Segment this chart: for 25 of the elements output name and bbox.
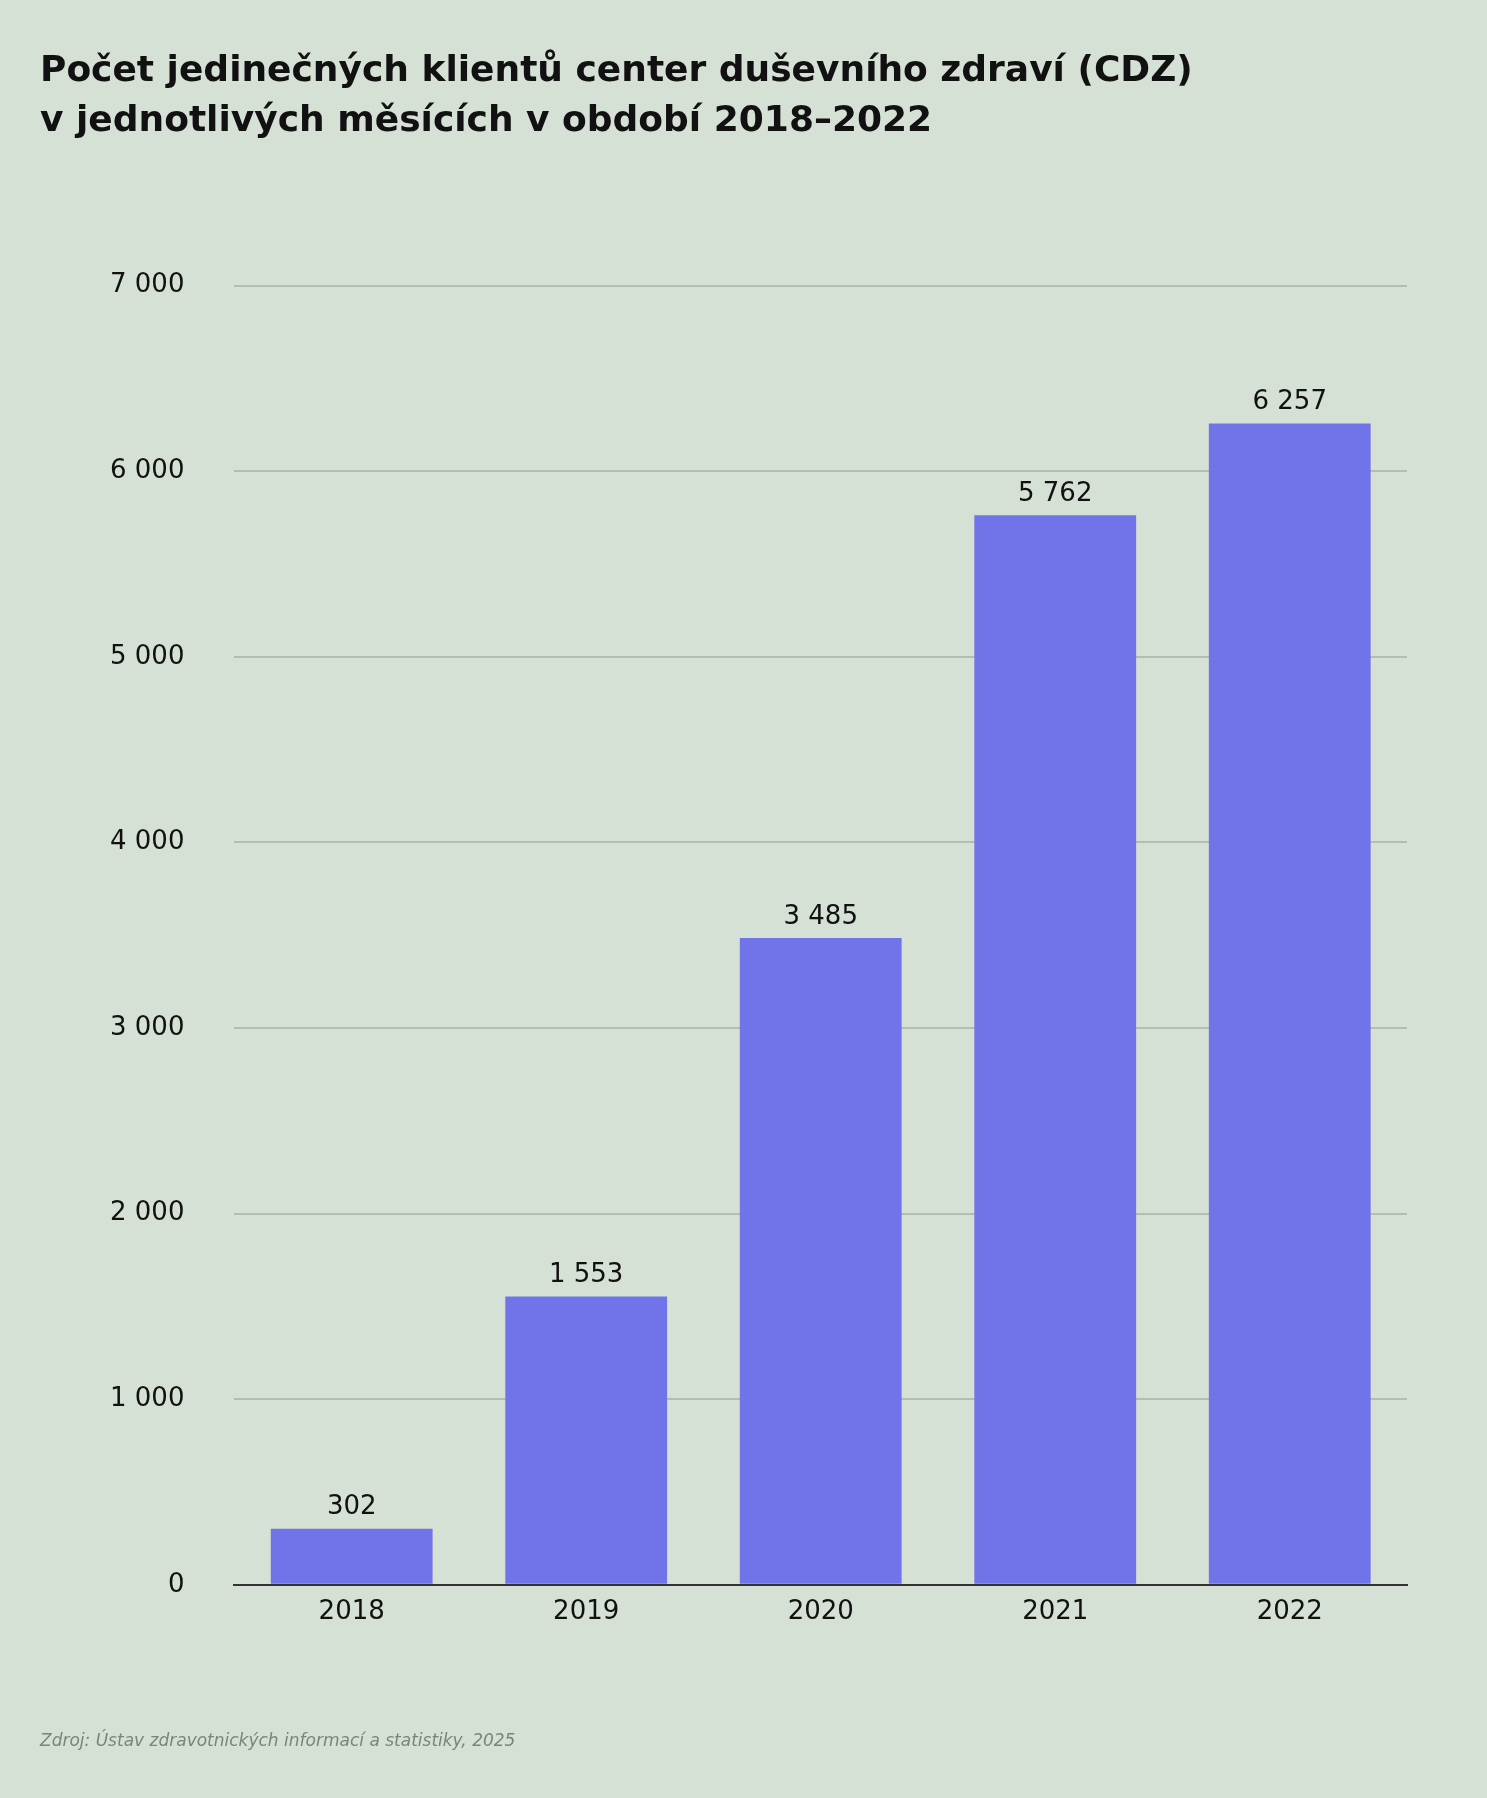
data-label: 302 xyxy=(326,1490,377,1521)
y-tick-label: 3 000 xyxy=(110,1010,185,1041)
y-tick-label: 5 000 xyxy=(110,639,185,670)
bar xyxy=(505,1296,668,1584)
x-tick-label: 2020 xyxy=(787,1595,854,1626)
bar xyxy=(1208,423,1371,1584)
x-tick-label: 2022 xyxy=(1256,1595,1323,1626)
data-label: 3 485 xyxy=(783,899,858,930)
bar xyxy=(974,515,1137,1584)
y-tick-label: 7 000 xyxy=(110,268,185,299)
data-label: 6 257 xyxy=(1252,385,1327,416)
chart-title: Počet jedinečných klientů center duševního zdraví (CDZ) v jednotlivých měsících v období 2018–2022 xyxy=(40,47,1193,141)
x-tick-label: 2021 xyxy=(1022,1595,1089,1626)
y-tick-label: 4 000 xyxy=(110,825,185,856)
x-tick-label: 2019 xyxy=(553,1595,620,1626)
y-tick-label: 2 000 xyxy=(110,1196,185,1227)
data-label: 1 553 xyxy=(548,1258,624,1289)
bar xyxy=(270,1528,433,1584)
bar xyxy=(739,937,902,1584)
x-tick-label: 2018 xyxy=(318,1595,385,1626)
text: Zdroj: Ústav zdravotnických informací a statistiky, 2025 xyxy=(40,1730,516,1750)
y-tick-label: 1 000 xyxy=(110,1381,185,1412)
y-tick-label: 0 xyxy=(167,1567,185,1598)
y-tick-label: 6 000 xyxy=(110,453,185,484)
data-label: 5 762 xyxy=(1018,477,1093,508)
